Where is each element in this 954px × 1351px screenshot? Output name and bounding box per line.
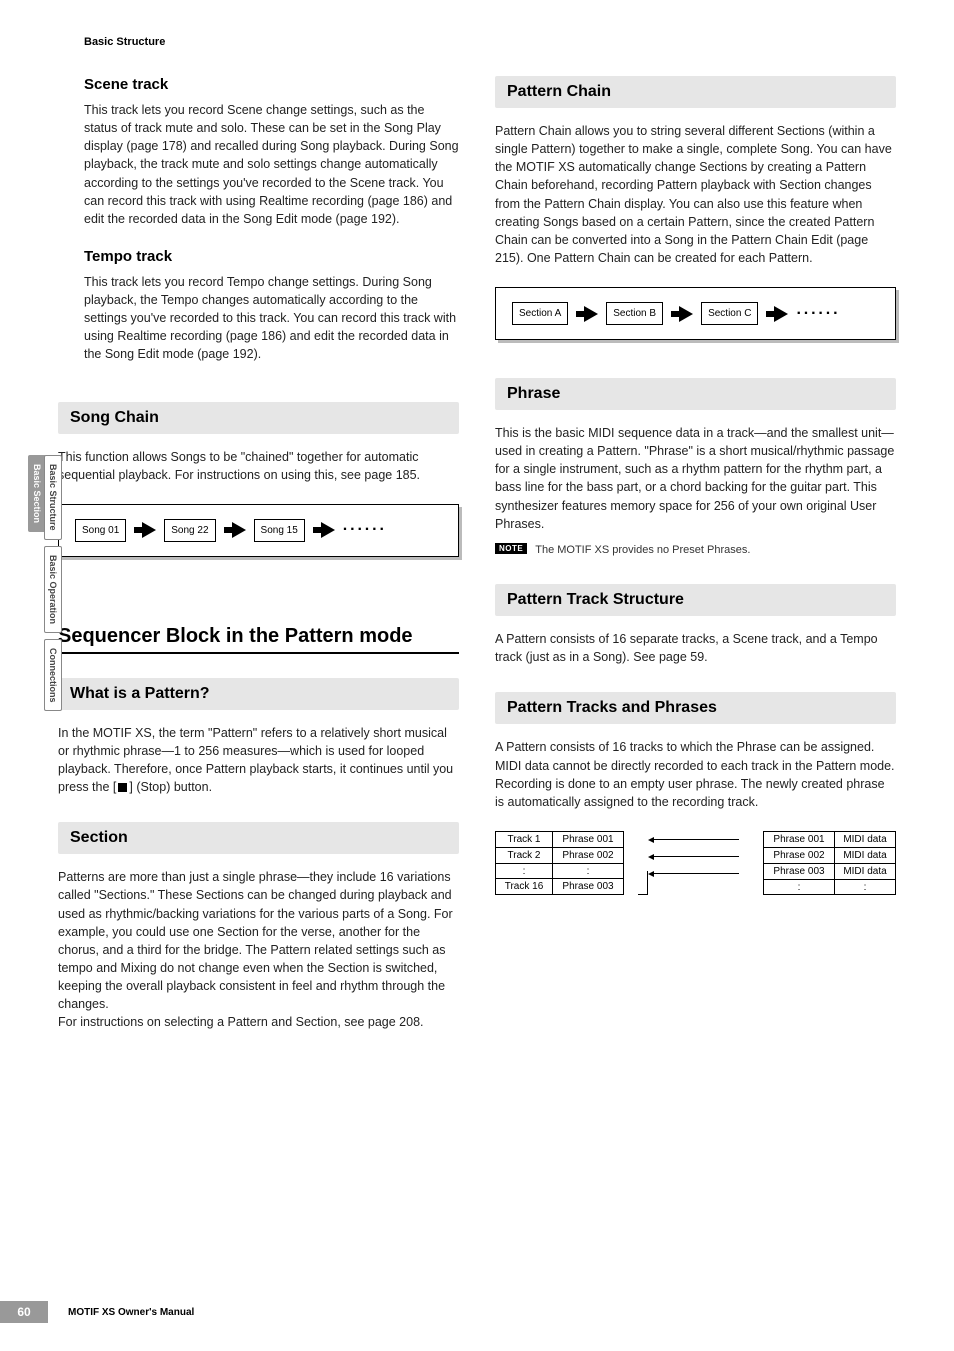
side-tab-connections[interactable]: Connections <box>44 639 62 712</box>
tp-colon-cell: : <box>552 863 624 879</box>
tp-track-cell: Track 1 <box>495 831 553 848</box>
what-is-pattern-heading: What is a Pattern? <box>58 678 459 710</box>
scene-track-heading: Scene track <box>84 76 459 93</box>
pattern-tracks-phrases-heading: Pattern Tracks and Phrases <box>495 692 896 724</box>
side-tab-basic-operation[interactable]: Basic Operation <box>44 546 62 633</box>
tp-phrase-cell: Phrase 001 <box>763 831 835 848</box>
pattern-track-structure-body: A Pattern consists of 16 separate tracks… <box>495 630 896 666</box>
pattern-chain-box-1: Section A <box>512 302 568 325</box>
scene-track-body: This track lets you record Scene change … <box>84 101 459 228</box>
arrow-line <box>648 837 739 843</box>
tp-midi-cell: MIDI data <box>834 863 896 880</box>
arrow-icon <box>671 306 693 322</box>
pattern-chain-body: Pattern Chain allows you to string sever… <box>495 122 896 267</box>
page-number: 60 <box>0 1301 48 1323</box>
tp-colon-cell: : <box>495 863 553 879</box>
ellipsis-icon: ······ <box>796 305 840 323</box>
page-footer: 60 MOTIF XS Owner's Manual <box>0 1301 954 1323</box>
song-chain-box-1: Song 01 <box>75 519 126 542</box>
what-is-pattern-body-pre: In the MOTIF XS, the term "Pattern" refe… <box>58 726 453 794</box>
song-chain-heading: Song Chain <box>58 402 459 434</box>
tp-right-group: Phrase 001 MIDI data Phrase 002 MIDI dat… <box>763 831 896 894</box>
left-column: Scene track This track lets you record S… <box>58 76 459 1051</box>
phrase-heading: Phrase <box>495 378 896 410</box>
right-column: Pattern Chain Pattern Chain allows you t… <box>495 76 896 1051</box>
pattern-tracks-phrases-body: A Pattern consists of 16 tracks to which… <box>495 738 896 811</box>
tp-colon-cell: : <box>763 879 835 895</box>
tempo-track-heading: Tempo track <box>84 248 459 265</box>
stop-icon <box>118 783 127 792</box>
song-chain-box-3: Song 15 <box>254 519 305 542</box>
tp-phrase-cell: Phrase 002 <box>552 847 624 864</box>
pattern-chain-heading: Pattern Chain <box>495 76 896 108</box>
tp-track-cell: Track 16 <box>495 878 553 895</box>
sequencer-block-heading: Sequencer Block in the Pattern mode <box>58 625 459 654</box>
tp-left-group: Track 1 Phrase 001 Track 2 Phrase 002 : … <box>495 831 624 894</box>
tp-phrase-cell: Phrase 001 <box>552 831 624 848</box>
phrase-body: This is the basic MIDI sequence data in … <box>495 424 896 533</box>
tp-phrase-cell: Phrase 003 <box>552 878 624 895</box>
tracks-phrases-diagram: Track 1 Phrase 001 Track 2 Phrase 002 : … <box>495 831 896 894</box>
tp-midi-cell: MIDI data <box>834 847 896 864</box>
phrase-note-text: The MOTIF XS provides no Preset Phrases. <box>535 543 750 558</box>
arrow-icon <box>224 522 246 538</box>
arrow-icon <box>576 306 598 322</box>
what-is-pattern-body: In the MOTIF XS, the term "Pattern" refe… <box>58 724 459 797</box>
tp-phrase-cell: Phrase 003 <box>763 863 835 880</box>
tp-midi-cell: MIDI data <box>834 831 896 848</box>
ellipsis-icon: ······ <box>343 521 387 539</box>
pattern-chain-box-2: Section B <box>606 302 663 325</box>
song-chain-box-2: Song 22 <box>164 519 215 542</box>
arrow-icon <box>313 522 335 538</box>
tp-colon-cell: : <box>834 879 896 895</box>
side-tabs-inner: Basic Structure Basic Operation Connecti… <box>44 455 62 711</box>
pattern-chain-diagram: Section A Section B Section C ······ <box>495 287 896 340</box>
arrow-icon <box>766 306 788 322</box>
footer-title: MOTIF XS Owner's Manual <box>68 1307 194 1318</box>
arrow-icon <box>134 522 156 538</box>
section-heading: Section <box>58 822 459 854</box>
pattern-track-structure-heading: Pattern Track Structure <box>495 584 896 616</box>
song-chain-diagram: Song 01 Song 22 Song 15 ······ <box>58 504 459 557</box>
phrase-note: NOTE The MOTIF XS provides no Preset Phr… <box>495 543 896 558</box>
section-body: Patterns are more than just a single phr… <box>58 868 459 1031</box>
arrow-line <box>648 871 739 877</box>
song-chain-body: This function allows Songs to be "chaine… <box>58 448 459 484</box>
tempo-track-body: This track lets you record Tempo change … <box>84 273 459 364</box>
running-header: Basic Structure <box>84 36 896 48</box>
what-is-pattern-body-post: ] (Stop) button. <box>129 780 212 794</box>
arrow-line <box>648 854 739 860</box>
note-badge: NOTE <box>495 543 527 554</box>
pattern-chain-box-3: Section C <box>701 302 758 325</box>
tp-track-cell: Track 2 <box>495 847 553 864</box>
tp-phrase-cell: Phrase 002 <box>763 847 835 864</box>
side-tab-basic-structure[interactable]: Basic Structure <box>44 455 62 540</box>
